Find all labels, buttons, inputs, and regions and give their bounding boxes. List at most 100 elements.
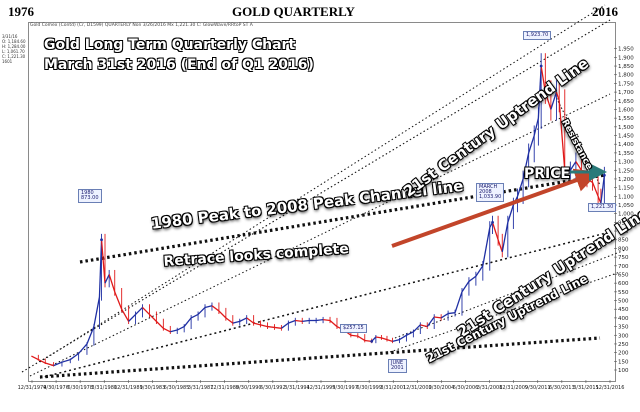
price-segment bbox=[528, 135, 535, 154]
retrace-arrow bbox=[391, 168, 600, 248]
peak-marker bbox=[370, 339, 374, 343]
price-segment bbox=[475, 265, 484, 277]
y-tick-label: 800 bbox=[618, 246, 629, 252]
x-tick-label: 6/30/1985 bbox=[164, 385, 190, 391]
y-tick-label: 1,550 bbox=[618, 116, 634, 122]
y-tick-label: 500 bbox=[618, 299, 629, 305]
x-tick-label: 12/31/1981 bbox=[114, 385, 143, 391]
low-2001-label: JUNE 2001 bbox=[388, 359, 407, 373]
price-segment bbox=[61, 358, 71, 363]
price-segment bbox=[302, 319, 310, 323]
price-segment bbox=[163, 327, 171, 333]
price-segment bbox=[232, 320, 240, 324]
price-segment bbox=[533, 118, 540, 136]
price-segment bbox=[375, 336, 382, 339]
ohlc-legend: 3/31/16 O: 1,184.60 H: 1,284.00 L: 1,061… bbox=[2, 34, 26, 64]
trend-line bbox=[554, 94, 601, 186]
price-segment bbox=[281, 322, 289, 329]
y-tick-label: 650 bbox=[618, 272, 629, 278]
price-segment bbox=[434, 316, 442, 319]
price-segment bbox=[540, 65, 546, 93]
x-tick-label: 3/31/1987 bbox=[188, 385, 214, 391]
legend-line: 1601 bbox=[2, 59, 13, 64]
legend-line: O: 1,184.60 bbox=[2, 39, 26, 44]
price-segment bbox=[128, 313, 137, 322]
price-segment bbox=[121, 308, 130, 322]
price-segment bbox=[468, 275, 477, 282]
price-segment bbox=[114, 291, 123, 310]
y-tick-label: 700 bbox=[618, 264, 629, 270]
y-tick-label: 100 bbox=[618, 368, 629, 374]
price-segment bbox=[454, 291, 463, 313]
price-segment bbox=[45, 362, 54, 367]
price-segment bbox=[440, 313, 449, 319]
x-tick-label: 6/30/2006 bbox=[453, 385, 479, 391]
y-tick-label: 1,900 bbox=[618, 55, 634, 61]
price-segment bbox=[260, 324, 268, 328]
peak-2008-label: MARCH 2008 1,033.90 bbox=[476, 183, 505, 202]
price-segment bbox=[288, 319, 296, 324]
price-segment bbox=[516, 178, 524, 197]
price-segment bbox=[426, 316, 435, 327]
price-segment bbox=[225, 317, 234, 324]
price-segment bbox=[38, 358, 46, 364]
x-tick-label: 9/30/1976 bbox=[43, 385, 69, 391]
price-segment bbox=[78, 343, 88, 354]
price-segment bbox=[190, 313, 199, 319]
chart-title: Gold Long Term Quarterly Chart bbox=[44, 37, 296, 53]
price-segment bbox=[420, 324, 428, 328]
y-tick-label: 1,250 bbox=[618, 168, 634, 174]
y-tick-label: 300 bbox=[618, 333, 629, 339]
y-tick-label: 900 bbox=[618, 229, 629, 235]
price-segment bbox=[104, 274, 110, 284]
price-segment bbox=[507, 204, 514, 223]
legend-line: 3/31/16 bbox=[2, 34, 18, 39]
x-tick-label: 3/31/2001 bbox=[380, 385, 406, 391]
price-segment bbox=[491, 222, 499, 240]
y-tick-label: 1,100 bbox=[618, 194, 634, 200]
price-segment bbox=[555, 91, 560, 101]
chart-subtitle: March 31st 2016 (End of Q1 2016) bbox=[44, 57, 314, 73]
x-tick-label: 3/31/1980 bbox=[91, 385, 117, 391]
price-segment bbox=[482, 227, 491, 266]
y-tick-label: 950 bbox=[618, 220, 629, 226]
price-segment bbox=[142, 307, 150, 315]
y-tick-label: 750 bbox=[618, 255, 629, 261]
current-price-label: 1,221.30 bbox=[588, 203, 617, 212]
y-tick-label: 150 bbox=[618, 359, 629, 365]
x-tick-label: 9/30/2004 bbox=[429, 385, 455, 391]
peak-marker bbox=[539, 64, 543, 68]
y-tick-label: 1,200 bbox=[618, 177, 634, 183]
y-tick-label: 1,450 bbox=[618, 134, 634, 140]
x-tick-label: 12/31/2016 bbox=[596, 385, 625, 391]
x-tick-label: 6/30/2013 bbox=[549, 385, 575, 391]
price-segment bbox=[274, 326, 282, 329]
y-tick-label: 1,950 bbox=[618, 47, 634, 53]
price-segment bbox=[386, 338, 393, 342]
price-segment bbox=[246, 317, 255, 324]
price-segment bbox=[135, 307, 143, 315]
peak-1980-label: 1980 873.00 bbox=[78, 189, 102, 203]
low-1999-label: $257.15 bbox=[340, 324, 367, 333]
y-tick-label: 1,000 bbox=[618, 212, 634, 218]
price-segment bbox=[53, 361, 63, 367]
price-segment bbox=[170, 329, 178, 333]
price-segment bbox=[155, 320, 164, 329]
peak-marker bbox=[100, 238, 103, 242]
price-segment bbox=[381, 337, 388, 341]
trend-line bbox=[39, 336, 601, 379]
trend-line bbox=[29, 93, 611, 377]
price-segment bbox=[176, 325, 185, 331]
y-tick-label: 1,850 bbox=[618, 64, 634, 70]
y-tick-label: 1,300 bbox=[618, 160, 634, 166]
x-tick-label: 9/30/1997 bbox=[332, 385, 358, 391]
x-tick-label: 12/31/1988 bbox=[210, 385, 239, 391]
price-segment bbox=[591, 182, 599, 197]
price-segment bbox=[253, 322, 261, 326]
x-tick-label: 9/30/2011 bbox=[525, 385, 551, 391]
price-segment bbox=[497, 239, 503, 253]
peak-marker bbox=[491, 220, 494, 224]
peak-2011-label: 1,923.70 bbox=[523, 31, 552, 40]
y-tick-label: 350 bbox=[618, 325, 629, 331]
y-tick-label: 600 bbox=[618, 281, 629, 287]
